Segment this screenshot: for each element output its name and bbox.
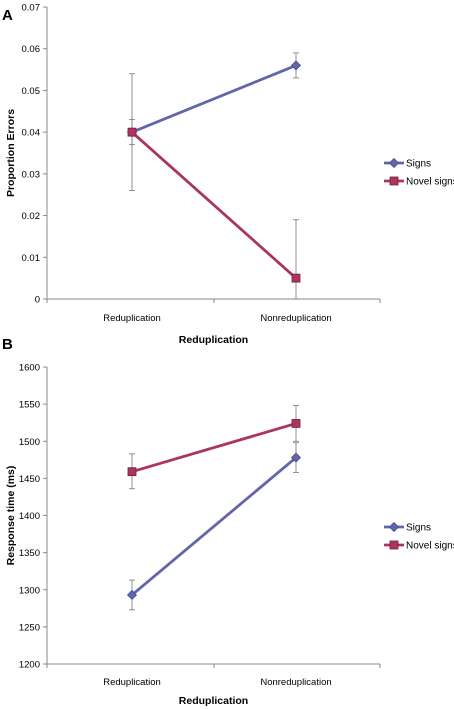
chart-panel-a: A 0 0.01 0.02 0.03 0.04 0.05 0.06 0.07 Reduplicat… <box>2 3 454 347</box>
data-point-signs <box>290 60 302 71</box>
series-line-novel-signs <box>131 422 297 474</box>
x-tick-label: Reduplication <box>103 677 161 688</box>
legend-marker-novel-signs <box>389 540 399 550</box>
legend-label-signs: Signs <box>406 523 431 534</box>
legend-label-novel-signs: Novel signs <box>406 177 454 188</box>
panel-label: B <box>2 336 13 353</box>
y-tick-label: 1400 <box>19 511 40 522</box>
y-tick-label: 1250 <box>19 622 40 633</box>
data-point-novel-signs <box>291 273 301 283</box>
y-tick-label: 1600 <box>19 363 40 374</box>
chart-panel-b: B 1200 1250 1300 1350 1400 1450 1500 1550 1600 Red… <box>2 336 454 707</box>
legend-marker-signs <box>388 157 400 169</box>
y-tick-label: 0.01 <box>22 253 41 264</box>
y-tick-label: 0.07 <box>22 3 41 14</box>
data-point-novel-signs <box>127 127 137 137</box>
y-tick-label: 1300 <box>19 585 40 596</box>
x-tick-label: Reduplication <box>103 313 161 324</box>
legend-marker-novel-signs <box>389 176 399 186</box>
data-point-novel-signs <box>127 467 137 477</box>
y-tick-label: 1500 <box>19 437 40 448</box>
y-tick-label: 1200 <box>19 660 40 671</box>
x-axis-title: Reduplication <box>179 695 248 707</box>
legend-marker-signs <box>388 521 400 533</box>
data-point-signs <box>126 589 138 601</box>
x-tick-label: Nonreduplication <box>260 313 331 324</box>
y-axis-title: Proportion Errors <box>5 109 17 197</box>
y-tick-label: 1450 <box>19 474 40 485</box>
series-line-signs <box>131 64 297 134</box>
y-tick-label: 1350 <box>19 548 40 559</box>
y-tick-label: 0.04 <box>22 128 41 139</box>
y-tick-label: 0.05 <box>22 86 41 97</box>
x-tick-label: Nonreduplication <box>260 677 331 688</box>
legend-label-novel-signs: Novel signs <box>406 541 454 552</box>
data-point-novel-signs <box>291 419 301 428</box>
y-tick-label: 0.02 <box>22 211 41 222</box>
y-tick-label: 0 <box>35 295 40 306</box>
y-tick-label: 0.03 <box>22 169 41 180</box>
y-tick-label: 0.06 <box>22 44 41 55</box>
data-point-signs <box>290 452 302 463</box>
y-tick-label: 1550 <box>19 400 40 411</box>
legend-label-signs: Signs <box>406 159 431 170</box>
series-line-signs <box>131 456 297 597</box>
panel-label: A <box>2 7 13 24</box>
x-axis-title: Reduplication <box>179 334 248 346</box>
y-axis-title: Response time (ms) <box>5 466 17 566</box>
series-line-novel-signs <box>131 131 297 280</box>
